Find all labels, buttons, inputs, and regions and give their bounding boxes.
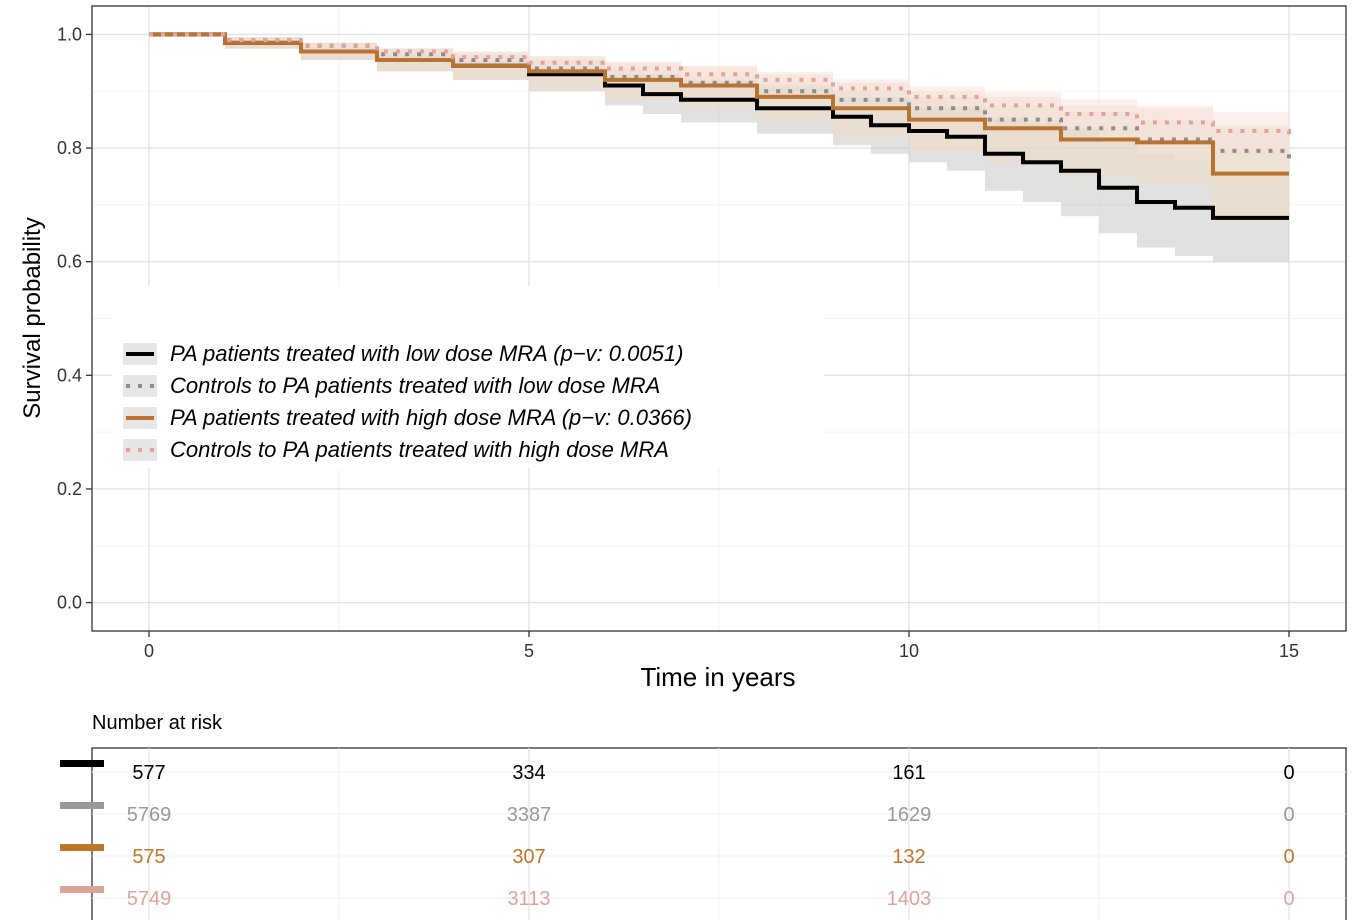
x-axis-label: Time in years — [640, 662, 795, 692]
risk-table-row-key — [60, 802, 104, 809]
survival-curve-series-2 — [149, 32, 1291, 162]
risk-table-value: 575 — [132, 846, 165, 868]
x-tick-label: 15 — [1279, 641, 1299, 661]
legend-label-series-3: PA patients treated with high dose MRA (… — [170, 405, 692, 430]
risk-table-row-key — [60, 760, 104, 767]
risk-table-value: 161 — [892, 762, 925, 784]
x-tick-label: 0 — [144, 641, 154, 661]
plot-panel-border — [91, 5, 1347, 632]
risk-table-row-key — [60, 886, 104, 893]
risk-table-value: 1629 — [887, 804, 932, 826]
y-tick-label: 0.4 — [57, 365, 82, 385]
survival-curves — [149, 32, 1291, 220]
legend-label-series-4: Controls to PA patients treated with hig… — [170, 437, 669, 462]
x-tick-label: 10 — [899, 641, 919, 661]
legend-label-series-2: Controls to PA patients treated with low… — [170, 373, 660, 398]
risk-table-value: 132 — [892, 846, 925, 868]
risk-table-value: 0 — [1283, 762, 1294, 784]
y-axis-label: Survival probability — [19, 217, 46, 418]
risk-table-value: 334 — [512, 762, 545, 784]
y-tick-label: 0.8 — [57, 138, 82, 158]
y-tick-label: 0.6 — [57, 252, 82, 272]
axes: 0 5 10 15 0.0 0.2 0.4 0.6 0.8 1.0 — [57, 24, 1299, 661]
risk-table-row-key — [60, 844, 104, 851]
risk-table: 577 334 161 0 5769 3387 1629 0 575 307 132 0 5749 311… — [60, 747, 1347, 920]
risk-table-value: 577 — [132, 762, 165, 784]
y-tick-label: 0.2 — [57, 479, 82, 499]
risk-table-value: 0 — [1283, 804, 1294, 826]
risk-table-value: 5769 — [127, 804, 172, 826]
legend-label-series-1: PA patients treated with low dose MRA (p… — [170, 341, 683, 366]
survival-curve-series-3 — [149, 32, 1289, 176]
y-tick-label: 0.0 — [57, 593, 82, 613]
risk-table-title: Number at risk — [92, 712, 223, 734]
risk-table-value: 307 — [512, 846, 545, 868]
risk-table-value: 0 — [1283, 888, 1294, 910]
legend: PA patients treated with low dose MRA (p… — [112, 286, 824, 468]
legend-background — [112, 286, 824, 468]
risk-table-value: 1403 — [887, 888, 932, 910]
x-tick-label: 5 — [524, 641, 534, 661]
y-tick-label: 1.0 — [57, 24, 82, 44]
risk-table-value: 3113 — [507, 888, 550, 910]
confidence-band-series-4 — [149, 34, 1289, 163]
risk-table-value: 3387 — [507, 804, 552, 826]
risk-table-value: 0 — [1283, 846, 1294, 868]
risk-table-value: 5749 — [127, 888, 172, 910]
